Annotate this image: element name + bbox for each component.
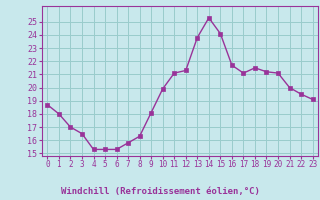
Text: Windchill (Refroidissement éolien,°C): Windchill (Refroidissement éolien,°C) (60, 187, 260, 196)
